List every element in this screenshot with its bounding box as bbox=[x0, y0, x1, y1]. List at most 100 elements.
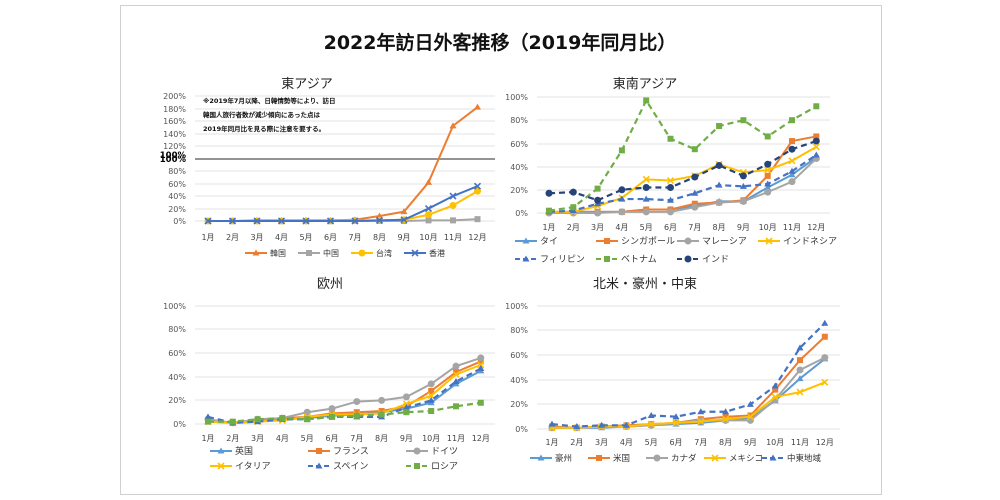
x-tick-label: 9月 bbox=[397, 233, 410, 242]
data-point bbox=[425, 178, 432, 185]
x-tick-label: 6月 bbox=[669, 438, 682, 447]
data-point bbox=[715, 199, 723, 207]
data-point bbox=[545, 189, 553, 197]
series-2 bbox=[204, 187, 481, 225]
y-tick-label: 80% bbox=[510, 116, 528, 125]
x-tick-label: 5月 bbox=[301, 434, 314, 443]
panel-east-asia: 東アジア0%20%40%60%80%100%100%120%140%160%18… bbox=[160, 76, 495, 258]
series-1 bbox=[546, 133, 820, 215]
x-tick-label: 8月 bbox=[713, 223, 726, 232]
data-point bbox=[764, 160, 772, 168]
data-point bbox=[449, 192, 457, 200]
legend-marker bbox=[411, 249, 419, 257]
data-point bbox=[474, 187, 481, 195]
legend-label: インドネシア bbox=[783, 236, 837, 247]
legend-marker bbox=[217, 447, 225, 454]
x-tick-label: 4月 bbox=[620, 438, 633, 447]
data-point bbox=[277, 217, 286, 225]
y-tick-label: 140% bbox=[163, 130, 186, 139]
y-tick-label: 20% bbox=[168, 396, 186, 405]
data-point bbox=[618, 195, 626, 202]
x-tick-label: 7月 bbox=[688, 223, 701, 232]
data-point bbox=[672, 419, 680, 427]
data-point bbox=[715, 181, 723, 188]
x-tick-label: 10月 bbox=[766, 438, 784, 447]
data-point bbox=[353, 409, 360, 416]
x-tick-label: 6月 bbox=[325, 434, 338, 443]
data-point bbox=[254, 416, 261, 423]
x-tick-label: 1月 bbox=[542, 223, 555, 232]
data-point bbox=[764, 166, 772, 174]
data-point bbox=[642, 208, 650, 216]
y-tick-label: 100% bbox=[505, 302, 528, 311]
legend-label: ドイツ bbox=[431, 447, 458, 457]
data-point bbox=[594, 185, 601, 192]
legend-marker bbox=[306, 250, 312, 256]
series-3 bbox=[204, 182, 482, 225]
data-point bbox=[716, 123, 723, 129]
x-tick-label: 5月 bbox=[640, 223, 653, 232]
y-tick-label: 0% bbox=[515, 209, 528, 218]
x-tick-label: 9月 bbox=[737, 223, 750, 232]
legend-item: 英国 bbox=[210, 445, 253, 457]
y-tick-label: 0% bbox=[173, 217, 186, 226]
legend-marker bbox=[653, 454, 661, 462]
panel-southeast-asia: 東南アジア 0% 20% 40% 60% 80% 100% 1月 2月 3月 4月 5月 6月 7月 8月 9… bbox=[505, 76, 837, 265]
data-point bbox=[812, 137, 820, 145]
data-point bbox=[228, 217, 237, 225]
x-tick-label: 11月 bbox=[783, 223, 801, 232]
y-tick-label: 160% bbox=[163, 117, 186, 126]
x-tick-label: 4月 bbox=[275, 233, 288, 242]
y-tick-label: 60% bbox=[168, 349, 186, 358]
series-6 bbox=[545, 137, 820, 204]
data-point bbox=[452, 378, 460, 385]
x-tick-label: 6月 bbox=[324, 233, 337, 242]
y-tick-label: 80% bbox=[510, 326, 528, 335]
chart-title: 北米・豪州・中東 bbox=[593, 276, 697, 292]
data-point bbox=[477, 361, 485, 369]
y-tick-label: 20% bbox=[510, 186, 528, 195]
data-point bbox=[425, 211, 432, 219]
legend-label: 中国 bbox=[323, 248, 339, 258]
legend-item: インドネシア bbox=[758, 236, 837, 247]
chart-title: 欧州 bbox=[317, 277, 343, 292]
series-2 bbox=[548, 354, 829, 432]
legend-item: 米国 bbox=[588, 453, 630, 464]
data-point bbox=[353, 412, 360, 419]
data-point bbox=[691, 173, 699, 181]
x-tick-label: 4月 bbox=[615, 223, 628, 232]
series-line bbox=[207, 367, 482, 424]
data-point bbox=[353, 398, 361, 406]
legend-marker bbox=[684, 255, 692, 263]
data-point bbox=[402, 393, 410, 401]
series-line bbox=[548, 140, 817, 202]
series-line bbox=[551, 336, 826, 429]
y-tick-label: 60% bbox=[510, 351, 528, 360]
y-tick-label: 180% bbox=[163, 105, 186, 114]
x-tick-label: 8月 bbox=[719, 438, 732, 447]
data-point bbox=[788, 178, 796, 186]
series-0 bbox=[545, 153, 820, 215]
series-5 bbox=[205, 399, 484, 425]
x-tick-label: 1月 bbox=[201, 233, 214, 242]
x-tick-label: 7月 bbox=[350, 434, 363, 443]
legend-item: 韓国 bbox=[245, 248, 286, 258]
data-point bbox=[788, 171, 796, 178]
legend-item: 香港 bbox=[404, 248, 445, 258]
y-tick-label: 80% bbox=[168, 325, 186, 334]
data-point bbox=[764, 133, 771, 140]
data-point bbox=[477, 365, 485, 372]
data-point bbox=[618, 208, 626, 216]
legend-label: フィリピン bbox=[540, 254, 585, 265]
data-point bbox=[328, 405, 336, 413]
legend-label: ベトナム bbox=[621, 254, 657, 265]
data-point bbox=[642, 195, 650, 202]
legend-marker bbox=[769, 454, 777, 461]
data-point bbox=[722, 415, 730, 423]
data-point bbox=[772, 386, 779, 393]
x-tick-label: 2月 bbox=[570, 438, 583, 447]
legend-marker bbox=[522, 255, 530, 262]
data-point bbox=[746, 413, 754, 421]
y-tick-label: 100% bbox=[160, 155, 187, 165]
